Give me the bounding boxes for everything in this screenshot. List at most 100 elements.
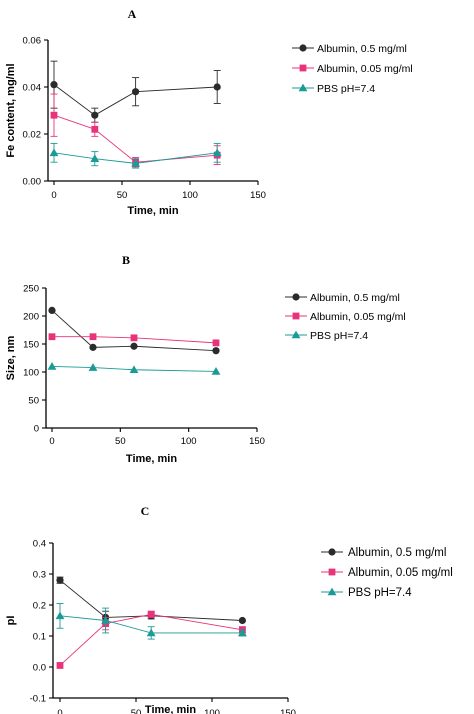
y-tick-label: 0 [34,424,39,435]
x-tick-label: 0 [57,708,62,714]
legend-label: PBS pH=7.4 [348,587,412,599]
data-point [147,610,155,618]
data-point [49,148,59,157]
panel-letter: A [128,7,137,21]
data-point [91,125,99,133]
series-line [53,152,218,164]
legend-marker [299,64,307,72]
legend-label: Albumin, 0.05 mg/ml [317,63,413,75]
legend-marker [328,568,336,576]
legend-marker [292,312,300,320]
x-tick-label: 50 [115,436,126,447]
x-tick-label: 100 [181,436,197,447]
chart-panel-a: A 0.00 0.02 0.04 0.06 0 50 100 150 Time, min Fe co… [5,7,413,217]
y-tick-label: 0.06 [23,36,42,47]
y-tick-label: 0.2 [33,601,46,612]
series-line [51,365,217,372]
data-point [130,334,138,342]
chart-panel-c: C -0.1 0.0 0.1 0.2 0.3 0.4 0 50 100 150 Time, min pI… [5,504,453,714]
legend-item: Albumin, 0.05 mg/ml [285,311,406,323]
legend-item: Albumin, 0.5 mg/ml [321,547,446,559]
y-axis-title: Fe content, mg/ml [5,63,17,157]
legend-marker [299,44,307,52]
x-tick-label: 100 [182,190,198,201]
legend-item: PBS pH=7.4 [285,330,368,342]
y-tick-label: 0.02 [23,130,42,141]
x-tick-label: 0 [51,190,56,201]
data-point [212,148,222,157]
y-tick-label: 0.04 [23,83,42,94]
legend-item: Albumin, 0.05 mg/ml [321,567,453,579]
x-tick-label: 0 [49,436,54,447]
series-line [59,615,243,634]
data-point [50,81,58,89]
y-tick-label: 100 [23,368,39,379]
y-tick-label: 50 [28,396,39,407]
y-tick-label: 0.4 [33,539,46,550]
data-point [238,628,247,637]
data-point [212,339,220,347]
data-point [48,306,56,314]
legend-label: Albumin, 0.5 mg/ml [310,292,400,304]
data-point [91,111,99,119]
legend-item: Albumin, 0.5 mg/ml [292,43,407,55]
y-tick-label: 150 [23,340,39,351]
data-point [89,333,97,341]
data-point [50,111,58,119]
x-tick-label: 50 [131,708,142,714]
legend-label: Albumin, 0.5 mg/ml [317,43,407,55]
data-point [47,362,57,370]
data-point [55,611,65,620]
series-3 [49,142,222,169]
panel-letter: B [122,253,130,267]
series-line [52,336,217,344]
legend-label: Albumin, 0.05 mg/ml [310,311,406,323]
y-tick-label: -0.1 [30,694,46,705]
legend-marker [291,330,301,339]
data-point [131,158,140,167]
series-1 [50,60,221,123]
legend-marker [328,548,336,556]
series-2 [48,333,220,347]
data-point [130,342,138,350]
y-axis-title: pI [5,616,17,626]
y-tick-label: 250 [23,284,39,295]
data-point [212,347,220,355]
legend-item: Albumin, 0.5 mg/ml [285,292,400,304]
x-axis-title: Time, min [126,453,177,465]
series-line [59,579,243,621]
legend-marker [292,293,300,301]
y-tick-label: 0.0 [33,663,46,674]
data-point [211,367,221,375]
x-tick-label: 150 [280,708,296,714]
legend-label: Albumin, 0.05 mg/ml [348,567,453,579]
legend-marker [327,587,337,596]
legend-label: PBS pH=7.4 [310,330,368,342]
legend-item: PBS pH=7.4 [292,83,375,95]
data-point [48,333,56,341]
x-tick-label: 150 [250,190,266,201]
data-point [238,616,246,625]
y-tick-label: 0.1 [33,632,46,643]
data-point [213,83,221,91]
x-tick-label: 100 [204,708,220,714]
data-point [88,363,98,371]
data-point [56,576,64,584]
chart-panel-b: B 0 50 100 150 200 250 0 50 100 150 Time, min Size, … [5,253,406,465]
data-point [56,662,64,669]
legend-item: PBS pH=7.4 [321,587,412,599]
series-3 [55,603,247,640]
legend-marker [298,83,308,92]
series-line [53,84,218,116]
data-point [146,628,156,637]
data-point [90,154,100,162]
x-axis-title: Time, min [145,704,196,714]
series-line [51,310,217,352]
series-line [59,613,243,666]
series-3 [47,362,221,375]
y-axis-title: Size, nm [5,335,17,380]
data-point [129,365,139,374]
x-axis-title: Time, min [127,205,178,217]
legend-item: Albumin, 0.05 mg/ml [292,63,413,75]
